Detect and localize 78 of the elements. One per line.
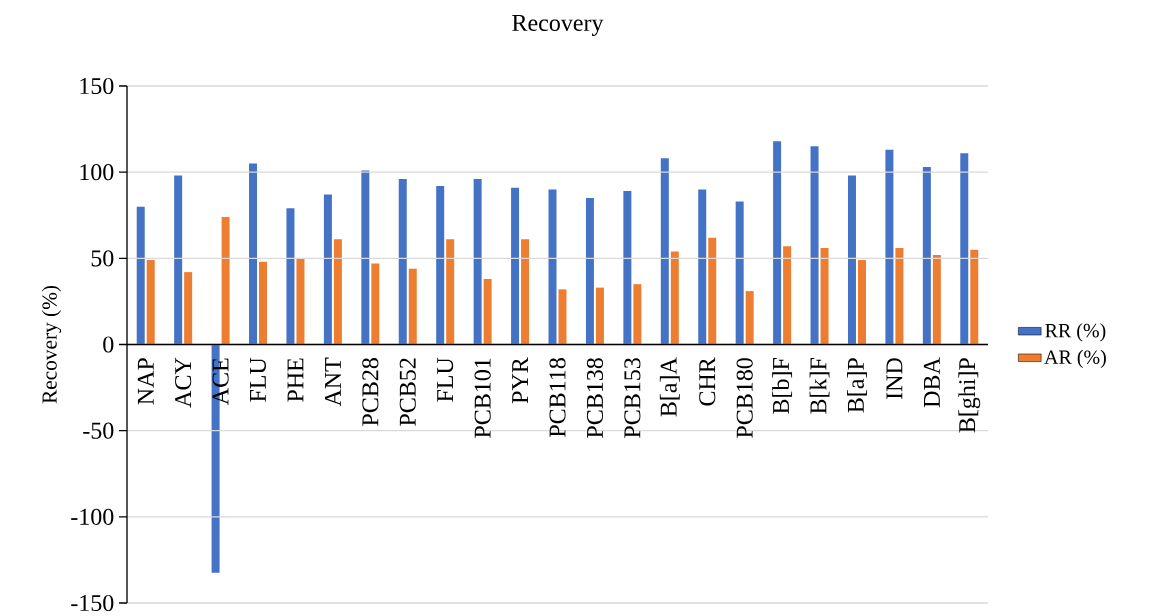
bar	[585, 198, 594, 345]
bar	[810, 146, 819, 345]
bar	[473, 179, 482, 345]
bar	[698, 189, 707, 345]
bar	[446, 239, 455, 345]
legend-label: AR (%)	[1044, 350, 1106, 369]
bar	[960, 153, 969, 345]
x-tick-label: DBA	[923, 357, 940, 408]
bar	[398, 179, 407, 345]
bar	[773, 141, 782, 345]
x-tick-label: ACE	[212, 358, 229, 406]
bar	[885, 149, 894, 345]
y-tick-label: 100	[80, 164, 114, 181]
x-tick-label: NAP	[137, 358, 154, 405]
x-tick-label: FLU	[250, 357, 266, 403]
x-tick-label: FLU	[437, 357, 454, 403]
y-tick-label: -50	[83, 422, 114, 439]
x-tick-label: PCB101	[474, 358, 491, 439]
bar	[623, 191, 632, 345]
x-tick-label: B[a]P	[847, 358, 867, 413]
bar	[361, 170, 370, 345]
x-tick-label: PCB118	[549, 358, 566, 438]
bar	[249, 163, 258, 345]
chart-title: Recovery	[512, 15, 604, 37]
bar	[932, 255, 941, 345]
bar	[548, 189, 557, 345]
y-tick-label: -150	[71, 595, 114, 612]
bar	[184, 272, 193, 345]
bar	[708, 237, 717, 345]
bar	[146, 260, 155, 345]
bar	[595, 287, 604, 345]
y-tick-label: 150	[80, 78, 114, 95]
bar	[970, 249, 979, 345]
x-tick-label: PCB153	[624, 358, 641, 439]
x-tick-label: ANT	[324, 357, 341, 407]
x-tick-label: PCB28	[362, 358, 379, 427]
x-tick-label: PYR	[512, 357, 528, 404]
bar	[670, 251, 679, 345]
bar	[820, 248, 829, 345]
bar	[857, 260, 866, 345]
bar	[323, 194, 332, 345]
bar	[735, 201, 744, 345]
bar	[286, 208, 295, 345]
x-tick-label: ACY	[175, 358, 192, 408]
x-tick-label: B[b]F	[772, 358, 793, 415]
bar	[660, 158, 669, 345]
bar	[521, 239, 530, 345]
x-tick-label: PCB52	[399, 358, 416, 427]
x-tick-label: CHR	[699, 357, 716, 406]
bar	[847, 175, 856, 345]
bar	[783, 246, 792, 345]
x-tick-label: IND	[886, 358, 903, 400]
x-tick-label: B[ghi]P	[958, 358, 981, 433]
x-tick-label: PHE	[287, 358, 304, 403]
bar	[633, 284, 642, 345]
y-tick-label: -100	[71, 508, 114, 526]
bar	[511, 187, 520, 345]
bar	[371, 263, 380, 345]
bar	[259, 262, 268, 345]
x-tick-label: PCB138	[586, 358, 604, 439]
bar	[895, 248, 904, 345]
y-tick-label: 0	[103, 336, 114, 353]
bar	[333, 239, 342, 345]
bar	[221, 217, 230, 345]
bar	[483, 279, 492, 345]
y-axis-title: Recovery (%)	[41, 286, 62, 404]
bar	[408, 268, 417, 345]
x-tick-label: PCB180	[736, 358, 753, 439]
legend-label: RR (%)	[1045, 323, 1106, 342]
bar	[436, 186, 445, 345]
bar	[174, 175, 183, 345]
x-tick-label: B[a]A	[659, 357, 680, 417]
bar	[745, 291, 754, 345]
y-tick-label: 50	[91, 250, 114, 267]
x-tick-label: B[k]F	[809, 358, 830, 415]
bar	[296, 258, 305, 345]
bar	[136, 206, 145, 345]
bar	[922, 167, 931, 345]
